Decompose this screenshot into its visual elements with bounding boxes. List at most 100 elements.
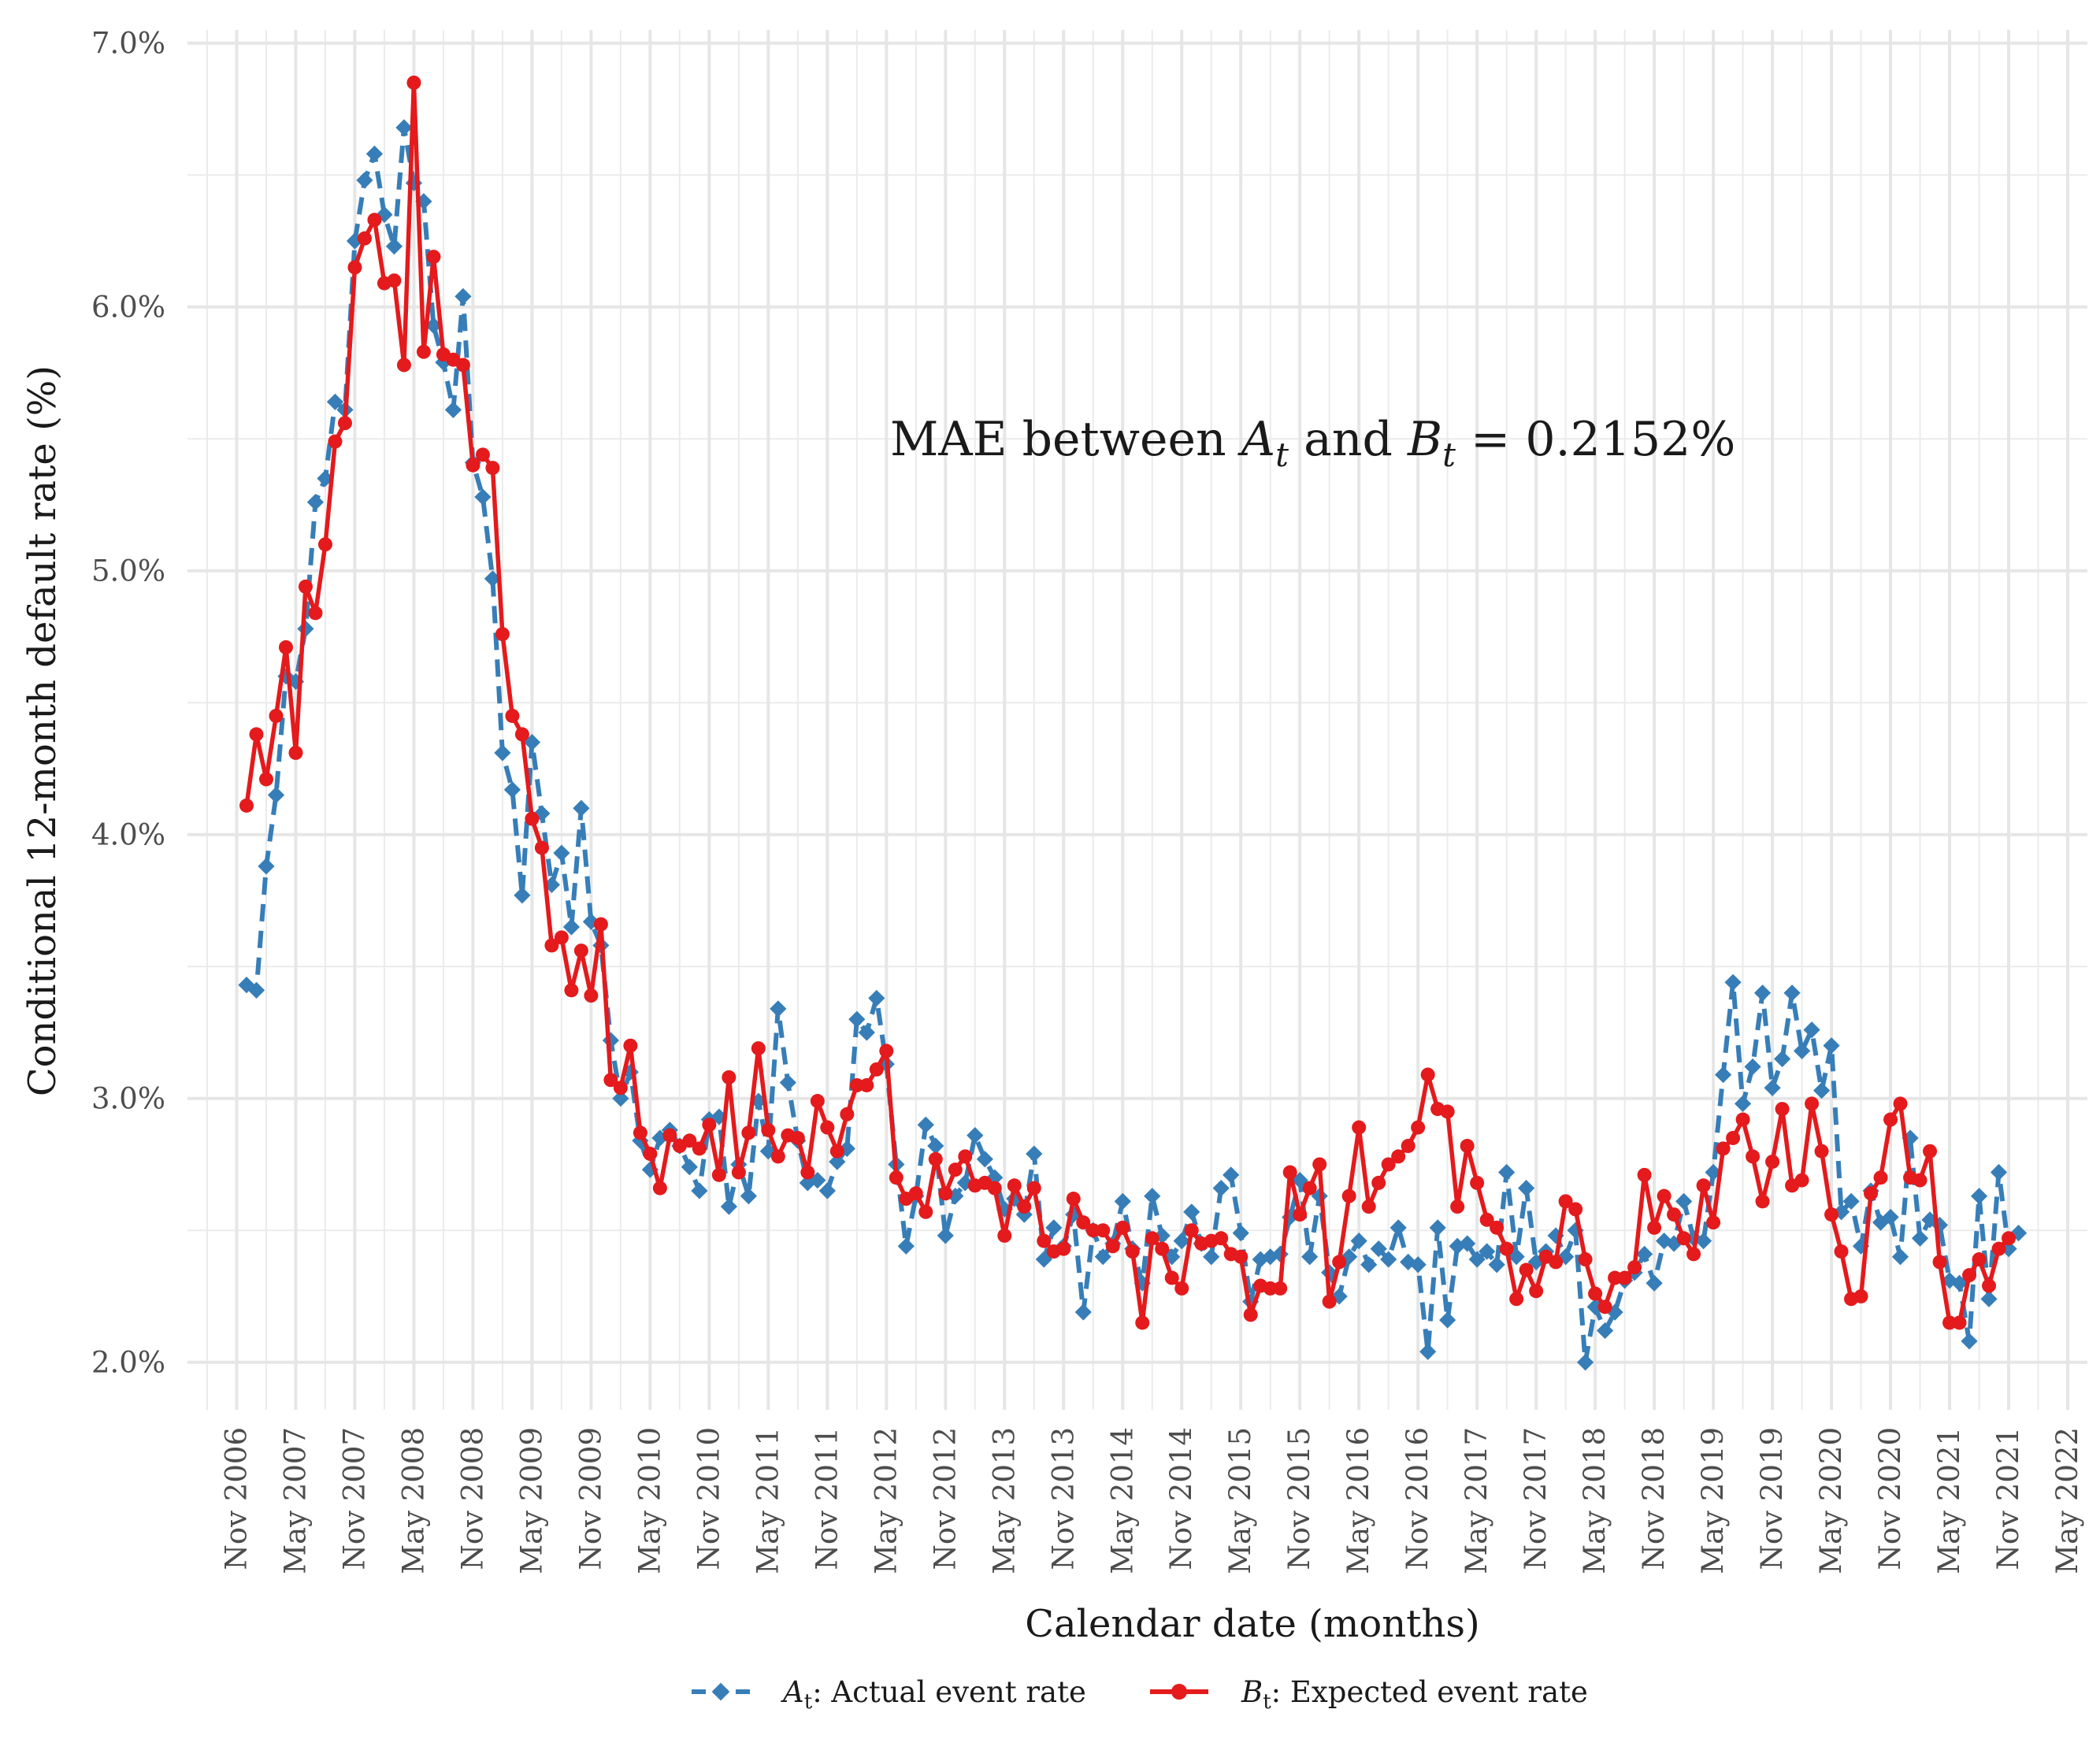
y-tick-label: 6.0%	[91, 291, 165, 324]
data-point	[849, 1077, 864, 1092]
data-point	[1755, 1194, 1770, 1209]
data-point	[848, 1010, 866, 1028]
data-point	[818, 1182, 836, 1199]
data-point	[249, 727, 264, 742]
data-point	[761, 1122, 776, 1137]
data-point	[1007, 1178, 1022, 1193]
data-point	[858, 1024, 875, 1041]
data-point	[1842, 1192, 1860, 1210]
x-tick-label: May 2018	[1578, 1427, 1612, 1574]
data-point	[623, 1038, 638, 1053]
y-tick-label: 4.0%	[91, 818, 165, 852]
data-point	[1173, 1233, 1190, 1250]
data-point	[1853, 1288, 1868, 1303]
data-point	[1460, 1139, 1475, 1154]
data-point	[267, 786, 285, 804]
x-axis-title: Calendar date (months)	[1025, 1602, 1479, 1646]
x-tick-label: May 2015	[1223, 1427, 1257, 1574]
data-point	[1468, 1251, 1486, 1268]
x-tick-label: Nov 2006	[219, 1427, 253, 1570]
data-point	[474, 488, 492, 506]
data-point	[385, 238, 403, 255]
x-tick-label: May 2021	[1932, 1427, 1966, 1574]
data-point	[1371, 1175, 1386, 1190]
data-point	[1824, 1207, 1839, 1222]
data-point	[1518, 1180, 1535, 1197]
data-point	[1490, 1220, 1505, 1235]
data-point	[1578, 1252, 1593, 1267]
data-point	[1037, 1233, 1052, 1248]
x-tick-label: Nov 2008	[455, 1427, 489, 1570]
data-point	[1675, 1192, 1693, 1210]
data-point	[1864, 1186, 1879, 1201]
data-point	[751, 1041, 766, 1056]
data-point	[1617, 1270, 1632, 1285]
x-tick-label: Nov 2018	[1637, 1427, 1671, 1570]
data-point	[308, 606, 323, 621]
data-point	[1401, 1139, 1415, 1154]
data-point	[869, 1062, 884, 1077]
data-point	[1352, 1120, 1367, 1135]
x-tick-label: Nov 2011	[810, 1427, 844, 1570]
x-tick-label: Nov 2015	[1282, 1427, 1316, 1570]
data-point	[485, 461, 500, 476]
x-tick-label: Nov 2020	[1873, 1427, 1907, 1570]
data-point	[1716, 1141, 1731, 1156]
data-point	[1450, 1199, 1465, 1214]
data-point	[1470, 1175, 1485, 1190]
data-point	[1627, 1260, 1642, 1275]
data-point	[1380, 1251, 1397, 1268]
data-point	[1753, 984, 1772, 1002]
data-point	[937, 1227, 954, 1244]
data-point	[1302, 1181, 1317, 1196]
x-tick-label: May 2014	[1105, 1427, 1139, 1574]
series-expected	[239, 75, 2017, 1330]
data-point	[564, 983, 579, 998]
data-point	[1243, 1307, 1258, 1322]
data-point	[1803, 1021, 1820, 1039]
data-point	[967, 1126, 984, 1144]
data-point	[1597, 1300, 1612, 1314]
data-point	[1744, 1058, 1761, 1076]
data-point	[1645, 1274, 1663, 1292]
data-point	[1411, 1120, 1426, 1135]
y-tick-label: 5.0%	[91, 554, 165, 588]
data-point	[1715, 1066, 1732, 1084]
data-point	[1026, 1181, 1041, 1196]
data-point	[1724, 973, 1742, 991]
y-tick-label: 3.0%	[91, 1082, 165, 1116]
data-point	[1096, 1223, 1111, 1238]
x-tick-label: Nov 2010	[692, 1427, 725, 1570]
data-point	[562, 918, 581, 936]
legend: At: Actual event rate Bt: Expected event…	[692, 1675, 1588, 1714]
data-point	[258, 858, 275, 875]
minor-gridlines	[187, 30, 2087, 1410]
data-point	[1696, 1178, 1711, 1193]
data-point	[1183, 1203, 1200, 1221]
data-point	[1597, 1322, 1614, 1340]
data-point	[1263, 1281, 1278, 1296]
data-point	[1735, 1112, 1750, 1127]
x-tick-label: May 2019	[1696, 1427, 1730, 1574]
data-point	[603, 1073, 618, 1088]
x-tick-label: Nov 2013	[1046, 1427, 1080, 1570]
x-tick-label: Nov 2007	[337, 1427, 371, 1570]
legend-label-expected: Bt: Expected event rate	[1241, 1675, 1588, 1714]
data-point	[503, 781, 521, 799]
data-point	[1961, 1333, 1978, 1350]
y-tick-label: 2.0%	[91, 1346, 165, 1380]
data-point	[553, 844, 570, 862]
data-point	[1056, 1241, 1071, 1256]
x-tick-label: May 2022	[2050, 1427, 2084, 1574]
data-point	[317, 537, 332, 552]
data-point	[840, 1107, 855, 1122]
data-point	[1105, 1239, 1120, 1254]
data-point	[1350, 1232, 1367, 1250]
data-point	[1381, 1157, 1396, 1172]
data-point	[1911, 1229, 1929, 1247]
data-point	[1509, 1292, 1524, 1307]
data-point	[1676, 1231, 1691, 1246]
data-point	[613, 1081, 628, 1096]
y-axis-tick-labels: 2.0% 3.0% 4.0% 5.0% 6.0% 7.0%	[91, 27, 165, 1380]
data-point	[938, 1186, 953, 1201]
